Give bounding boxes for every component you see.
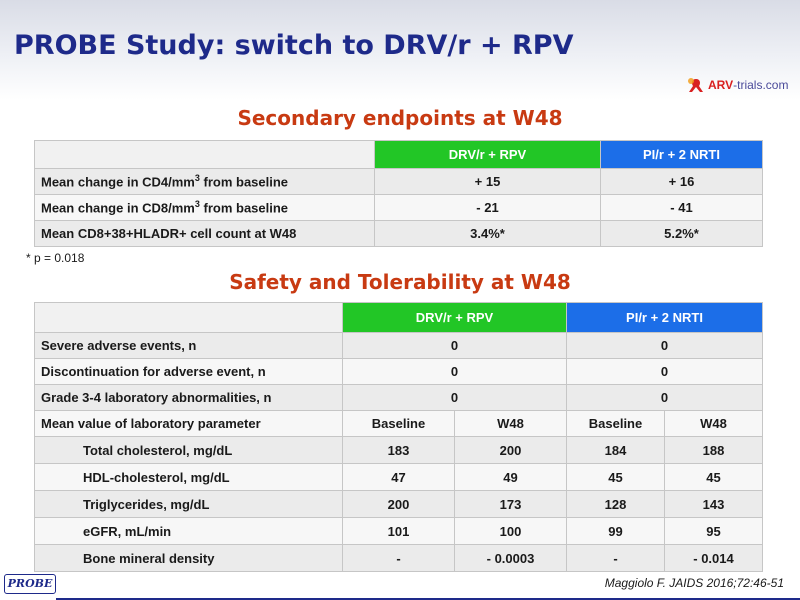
value-cell: 47 [342,463,455,491]
table-row: Mean change in CD4/mm3 from baseline + 1… [34,168,763,195]
value-cell: 101 [342,517,455,545]
header-blank-cell [34,140,375,169]
row-label: Severe adverse events, n [34,332,343,359]
value-drv-rpv: + 15 [374,168,601,195]
value-drv-rpv: 0 [342,384,567,411]
safety-heading: Safety and Tolerability at W48 [229,270,571,294]
row-label: Mean change in CD8/mm3 from baseline [34,194,375,221]
row-label: Bone mineral density [34,544,343,572]
value-cell: 200 [454,436,567,464]
value-drv-rpv: - 21 [374,194,601,221]
row-label: Total cholesterol, mg/dL [34,436,343,464]
arv-trials-logo: ARV-trials.com [686,76,788,94]
row-label: Triglycerides, mg/dL [34,490,343,518]
value-pi-nrti: - 41 [600,194,763,221]
table-row: Mean change in CD8/mm3 from baseline - 2… [34,194,763,221]
value-cell: - 0.0003 [454,544,567,572]
column-header-drv-rpv: DRV/r + RPV [342,302,567,333]
table-header-row: DRV/r + RPV PI/r + 2 NRTI [34,302,764,333]
probe-badge: PROBE [4,574,56,594]
value-pi-nrti: 0 [565,358,764,385]
footer-rule [56,598,800,600]
slide-title: PROBE Study: switch to DRV/r + RPV [14,30,574,61]
table-row: Discontinuation for adverse event, n 0 0 [34,358,764,385]
column-header-pi-nrti: PI/r + 2 NRTI [565,302,764,333]
header-band [0,0,800,100]
ribbon-icon [688,78,703,92]
value-cell: 49 [454,463,567,491]
value-cell: 95 [663,517,764,545]
row-label: eGFR, mL/min [34,517,343,545]
value-cell: 200 [342,490,455,518]
value-cell: 173 [454,490,567,518]
value-pi-nrti: 0 [565,332,764,359]
subheader-w48: W48 [663,410,764,437]
value-cell: 128 [566,490,665,518]
row-label: Grade 3-4 laboratory abnormalities, n [34,384,343,411]
table-row: Severe adverse events, n 0 0 [34,332,764,359]
value-cell: - 0.014 [663,544,764,572]
row-label: Mean CD8+38+HLADR+ cell count at W48 [34,220,375,247]
value-cell: 188 [663,436,764,464]
safety-table: DRV/r + RPV PI/r + 2 NRTI Severe adverse… [34,302,764,572]
value-cell: 99 [566,517,665,545]
row-label: Mean value of laboratory parameter [34,410,343,437]
value-pi-nrti: 5.2%* [600,220,763,247]
table-row: Bone mineral density - - 0.0003 - - 0.01… [34,544,764,572]
value-cell: 143 [663,490,764,518]
value-pi-nrti: + 16 [600,168,763,195]
table-row: Triglycerides, mg/dL 200 173 128 143 [34,490,764,518]
table-row: Total cholesterol, mg/dL 183 200 184 188 [34,436,764,464]
value-cell: 100 [454,517,567,545]
value-pi-nrti: 0 [565,384,764,411]
secondary-endpoints-table: DRV/r + RPV PI/r + 2 NRTI Mean change in… [34,140,763,247]
value-cell: 45 [663,463,764,491]
column-header-drv-rpv: DRV/r + RPV [374,140,601,169]
value-cell: 184 [566,436,665,464]
value-cell: 45 [566,463,665,491]
logo-text: ARV-trials.com [708,78,789,92]
value-cell: - [566,544,665,572]
secondary-endpoints-heading: Secondary endpoints at W48 [237,106,563,130]
column-header-pi-nrti: PI/r + 2 NRTI [600,140,763,169]
citation: Maggiolo F. JAIDS 2016;72:46-51 [604,576,784,590]
table-row: eGFR, mL/min 101 100 99 95 [34,517,764,545]
row-label: Discontinuation for adverse event, n [34,358,343,385]
value-cell: 183 [342,436,455,464]
table-row: Mean CD8+38+HLADR+ cell count at W48 3.4… [34,220,763,247]
value-drv-rpv: 3.4%* [374,220,601,247]
row-label: HDL-cholesterol, mg/dL [34,463,343,491]
header-blank-cell [34,302,343,333]
row-label: Mean change in CD4/mm3 from baseline [34,168,375,195]
value-drv-rpv: 0 [342,358,567,385]
footnote: * p = 0.018 [26,251,85,265]
subheader-baseline: Baseline [566,410,665,437]
value-drv-rpv: 0 [342,332,567,359]
value-cell: - [342,544,455,572]
table-header-row: DRV/r + RPV PI/r + 2 NRTI [34,140,763,169]
subheader-w48: W48 [454,410,567,437]
lab-header-row: Mean value of laboratory parameter Basel… [34,410,764,437]
table-row: HDL-cholesterol, mg/dL 47 49 45 45 [34,463,764,491]
subheader-baseline: Baseline [342,410,455,437]
table-row: Grade 3-4 laboratory abnormalities, n 0 … [34,384,764,411]
